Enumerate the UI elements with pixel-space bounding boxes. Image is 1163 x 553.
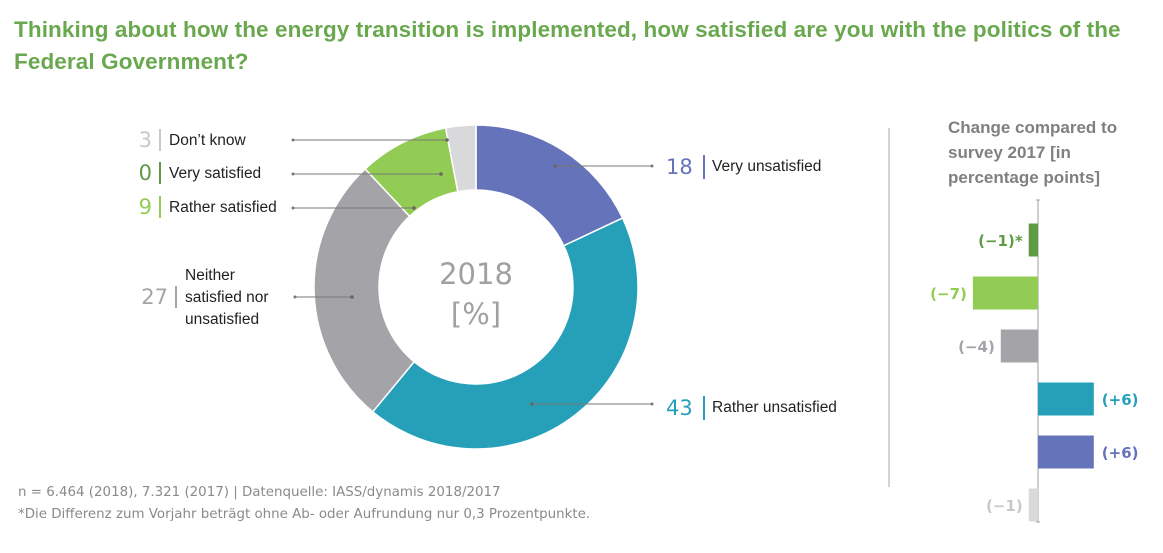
change-title-line-1: Change compared to [948,118,1117,137]
leader-end [291,206,295,210]
change-value-label: (−4) [958,338,995,356]
donut-slice-neither-satisfied-nor-unsatisfied [313,167,416,413]
leader-end [291,172,295,176]
donut-category-label: Rather unsatisfied [712,399,837,416]
leader-dot [445,138,449,142]
donut-category-label: satisfied nor [185,289,269,306]
donut-value-label: 9 [139,195,152,219]
donut-label-very-satisfied: 0 Very satisfied [139,161,443,185]
donut-category-label: unsatisfied [185,311,259,328]
change-bar-don-t-know [1028,488,1038,522]
donut-label-don-t-know: 3 Don’t know [139,128,449,152]
leader-dot [412,206,416,210]
change-bar-rather-satisfied [972,276,1038,310]
change-value-label: (+6) [1102,444,1139,462]
donut-value-label: 43 [666,396,693,420]
label-separator [175,286,177,308]
donut-category-label: Don’t know [169,132,246,149]
label-separator [703,396,705,420]
donut-value-label: 18 [666,155,693,179]
change-title-line-3: percentage points] [948,168,1100,187]
leader-dot [530,402,534,406]
label-separator [159,162,161,184]
donut-slice-don-t-know [444,124,477,193]
change-value-label: (−1)* [978,232,1023,250]
leader-dot [350,295,354,299]
donut-labels: 18 Very unsatisfied 43 Rather unsatisfied 27… [139,128,837,420]
chart-title: Thinking about how the energy transition… [14,17,1121,74]
change-bar-very-unsatisfied [1038,435,1094,469]
change-value-label: (−7) [930,285,967,303]
donut-label-rather-unsatisfied: 43 Rather unsatisfied [530,396,837,420]
donut-value-label: 0 [139,161,152,185]
change-value-label: (−1) [986,497,1023,515]
donut-value-label: 27 [141,285,168,309]
leader-end [291,138,295,142]
leader-end [650,402,654,406]
leader-end [293,295,297,299]
donut-label-rather-satisfied: 9 Rather satisfied [139,195,416,219]
donut-label-neither-satisfied-nor-unsatisfied: 27 Neither satisfied nor unsatisfied [141,267,354,328]
change-chart-title: Change compared to survey 2017 [in perce… [948,118,1117,187]
donut-category-label: Very satisfied [169,165,261,182]
donut-center-unit: [%] [451,297,501,331]
change-bar-rather-unsatisfied [1038,382,1094,416]
label-separator [703,155,705,179]
leader-dot [439,172,443,176]
donut-category-label: Neither [185,267,235,284]
donut-slice-rather-unsatisfied [371,217,639,450]
change-bar-chart: (−1)* (−7) (−4) (+6) (+6) (−1) [930,199,1139,523]
label-separator [159,196,161,218]
footer-source-note: n = 6.464 (2018), 7.321 (2017) | Datenqu… [18,485,501,500]
footer-footnote: *Die Differenz zum Vorjahr beträgt ohne … [18,507,591,522]
donut-label-very-unsatisfied: 18 Very unsatisfied [553,155,821,179]
donut-value-label: 3 [139,128,152,152]
leader-end [650,164,654,168]
change-value-label: (+6) [1102,391,1139,409]
donut-category-label: Very unsatisfied [712,158,821,175]
change-title-line-2: survey 2017 [in [948,143,1071,162]
donut-center-year: 2018 [439,257,513,291]
donut-category-label: Rather satisfied [169,199,277,216]
change-bar-very-satisfied [1028,223,1038,257]
label-separator [159,129,161,151]
leader-dot [553,164,557,168]
change-bar-neither-satisfied-nor-unsatisfied [1000,329,1038,363]
donut-chart [313,124,639,450]
